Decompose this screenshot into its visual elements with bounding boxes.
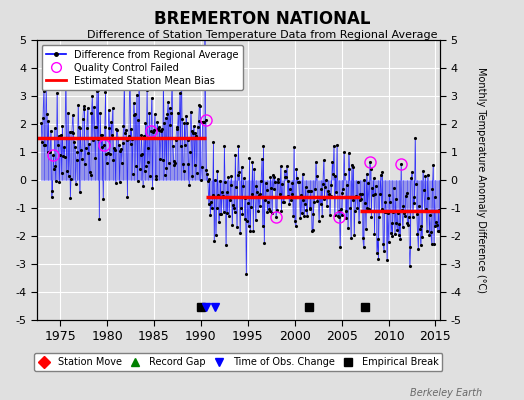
Text: Berkeley Earth: Berkeley Earth xyxy=(410,388,482,398)
Legend: Station Move, Record Gap, Time of Obs. Change, Empirical Break: Station Move, Record Gap, Time of Obs. C… xyxy=(35,353,442,371)
Y-axis label: Monthly Temperature Anomaly Difference (°C): Monthly Temperature Anomaly Difference (… xyxy=(476,67,486,293)
Text: Difference of Station Temperature Data from Regional Average: Difference of Station Temperature Data f… xyxy=(87,30,437,40)
Text: BREMERTON NATIONAL: BREMERTON NATIONAL xyxy=(154,10,370,28)
